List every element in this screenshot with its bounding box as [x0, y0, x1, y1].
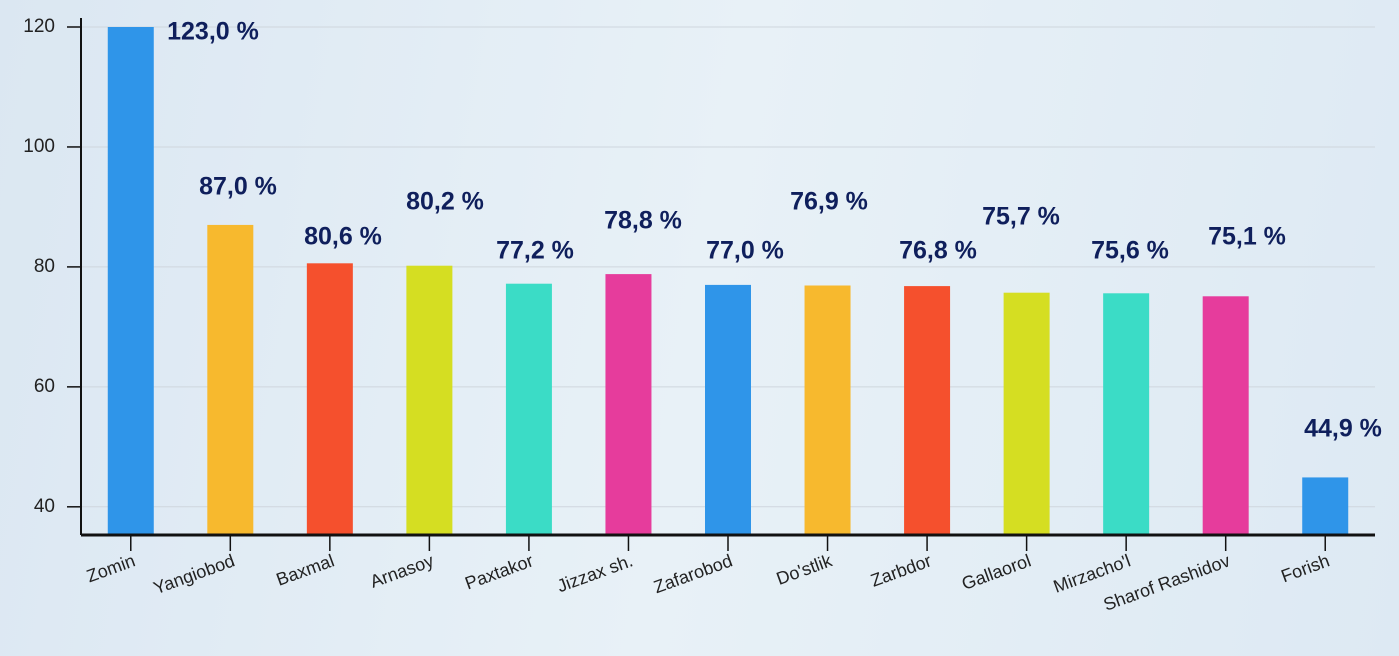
- bars: [107, 27, 1349, 535]
- x-tick-label: Jizzax sh.: [554, 550, 635, 596]
- grid: [81, 26, 1375, 508]
- value-label: 77,0 %: [706, 237, 784, 265]
- bar: [1202, 296, 1249, 535]
- x-tick-label: Baxmal: [274, 550, 337, 589]
- value-label: 75,1 %: [1208, 223, 1286, 251]
- value-label: 75,7 %: [982, 203, 1060, 231]
- y-tick-label: 60: [34, 376, 55, 397]
- x-tick-label: Gallaorol: [959, 550, 1034, 593]
- value-label: 75,6 %: [1091, 237, 1169, 265]
- value-label: 77,2 %: [496, 237, 574, 265]
- x-tick-label: Paxtakor: [462, 550, 536, 593]
- x-tick-label: Zomin: [84, 550, 138, 586]
- bar: [207, 224, 254, 535]
- value-label: 80,2 %: [406, 188, 484, 216]
- value-label: 87,0 %: [199, 173, 277, 201]
- bar: [605, 274, 652, 535]
- bar: [107, 27, 154, 535]
- x-tick-label: Forish: [1278, 550, 1332, 586]
- x-tick-label: Zafarobod: [651, 550, 735, 597]
- x-tick-label: Yangiobod: [151, 550, 237, 598]
- bar: [306, 263, 353, 535]
- bar: [1302, 477, 1349, 535]
- value-label: 123,0 %: [167, 18, 259, 46]
- y-tick-label: 40: [34, 496, 55, 517]
- value-label: 44,9 %: [1304, 415, 1382, 443]
- value-label: 78,8 %: [604, 207, 682, 235]
- bar: [505, 283, 552, 535]
- x-tick-label: Do'stlik: [774, 550, 836, 589]
- value-label: 76,8 %: [899, 237, 977, 265]
- bar: [705, 284, 751, 535]
- y-tick-label: 120: [23, 16, 55, 37]
- bar: [406, 265, 453, 535]
- x-tick-label: Arnasoy: [367, 550, 436, 591]
- bar: [1103, 293, 1150, 535]
- bar: [904, 286, 951, 535]
- value-label: 80,6 %: [304, 223, 382, 251]
- bar: [804, 285, 851, 535]
- y-tick-label: 100: [23, 136, 55, 157]
- x-tick-label: Zarbdor: [868, 550, 934, 590]
- y-tick-label: 80: [34, 256, 55, 277]
- value-label: 76,9 %: [790, 188, 868, 216]
- bar: [1003, 292, 1050, 535]
